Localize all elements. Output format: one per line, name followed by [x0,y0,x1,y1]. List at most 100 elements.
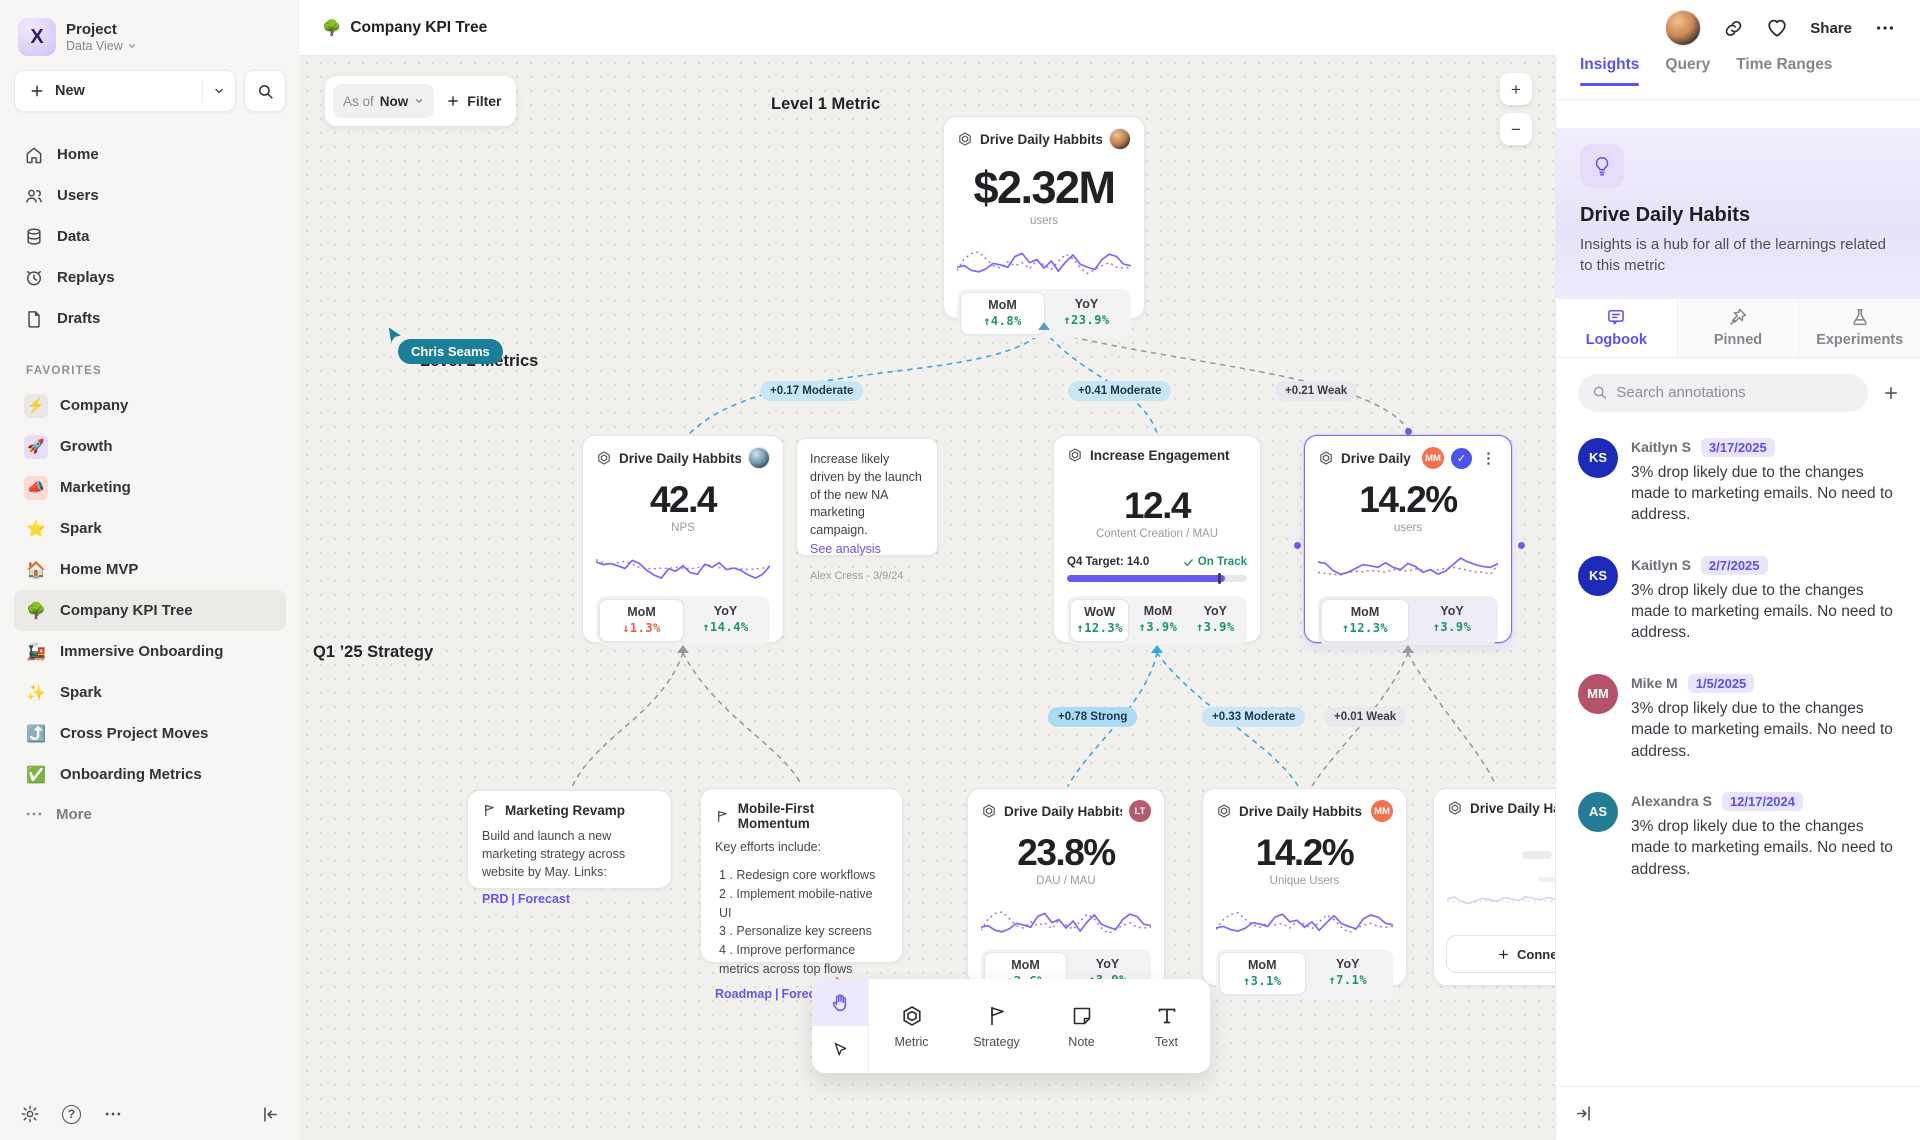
branch-marker[interactable] [1402,645,1414,653]
kpi-tree-canvas[interactable]: As of Now Filter + − Level 1 Metric Leve… [300,56,1555,1140]
strategy-card-mobile-first[interactable]: Mobile-First Momentum Key efforts includ… [700,788,903,1001]
favorite-button[interactable] [1766,17,1788,39]
stat-yoy[interactable]: YoY ↑7.1% [1328,957,1368,987]
company-icon: ⚡ [24,393,48,418]
stat-mom[interactable]: MoM ↓1.3% [599,599,684,642]
sidebar-item-spark[interactable]: ⭐ Spark [14,508,286,549]
metric-card-nps[interactable]: Drive Daily Habbits 42.4 NPS MoM ↓1.3% Yo… [582,435,784,645]
stat-yoy[interactable]: YoY ↑23.9% [1063,297,1110,327]
annotation-item[interactable]: KS Kaitlyn S 2/7/2025 3% drop likely due… [1578,555,1900,644]
roadmap-link[interactable]: Roadmap [715,986,772,1001]
as-of-dropdown[interactable]: As of Now [333,84,435,118]
sidebar-item-marketing[interactable]: 📣 Marketing [14,467,286,508]
sidebar-item-company-kpi-tree[interactable]: 🌳 Company KPI Tree [14,590,286,631]
zoom-out-button[interactable]: − [1500,113,1532,145]
search-annotations-input[interactable] [1616,384,1854,402]
annotation-search[interactable] [1578,373,1868,412]
progress-marker [1218,573,1221,584]
add-annotation-button[interactable] [1882,384,1900,402]
stat-mom[interactable]: MoM ↑4.8% [960,292,1045,335]
sidebar-item-company[interactable]: ⚡ Company [14,385,286,426]
sidebar-item-home[interactable]: Home [14,134,286,175]
subtab-logbook[interactable]: Logbook [1556,298,1677,357]
annotation-item[interactable]: MM Mike M 1/5/2025 3% drop likely due to… [1578,673,1900,762]
sidebar-item-replays[interactable]: Replays [14,257,286,298]
add-filter-button[interactable]: Filter [446,93,502,109]
sparkline-chart [981,894,1151,940]
metric-card-selected[interactable]: Drive Daily Habb.. MM ✓ ⋮ 14.2% users Mo… [1304,435,1512,645]
metric-card-unique-users[interactable]: Drive Daily Habbits MM 14.2% Unique User… [1202,788,1407,998]
sidebar-item-growth[interactable]: 🚀 Growth [14,426,286,467]
level-1-label: Level 1 Metric [771,95,881,113]
sidebar-item-users[interactable]: Users [14,175,286,216]
connect-button[interactable]: Connect [1446,935,1555,973]
project-view-dropdown[interactable]: Data View [66,39,137,53]
text-tool-button[interactable]: Text [1124,979,1209,1073]
note-tool-button[interactable]: Note [1039,979,1124,1073]
metric-card-l1[interactable]: Drive Daily Habbits $2.32M users MoM ↑4.8… [943,116,1145,338]
strategy-card-marketing-revamp[interactable]: Marketing Revamp Build and launch a new … [467,790,672,906]
forecast-link[interactable]: Forecast [517,892,571,907]
metric-card-partial[interactable]: Drive Daily Hab Connect [1433,788,1555,986]
more-options-button[interactable] [103,1104,123,1124]
stat-yoy[interactable]: YoY↑3.9% [1196,604,1235,634]
stat-mom[interactable]: MoM ↑12.3% [1321,599,1409,642]
copy-link-button[interactable] [1723,18,1744,39]
stat-yoy[interactable]: YoY ↑14.4% [702,604,749,634]
branch-marker[interactable] [677,645,689,653]
sidebar-item-cross-project-moves[interactable]: ⤴️ Cross Project Moves [14,713,286,754]
annotation-item[interactable]: KS Kaitlyn S 3/17/2025 3% drop likely du… [1578,437,1900,526]
sidebar-item-spark-2[interactable]: ✨ Spark [14,672,286,713]
gear-icon [21,1105,39,1123]
card-menu-button[interactable]: ⋮ [1481,449,1496,467]
chevron-down-icon[interactable] [213,85,225,97]
branch-marker[interactable] [1151,645,1163,653]
sidebar-item-drafts[interactable]: Drafts [14,298,286,339]
metric-card-engagement[interactable]: Increase Engagement 12.4 Content Creatio… [1053,435,1261,645]
owner-avatar[interactable] [748,447,770,469]
sidebar-item-data[interactable]: Data [14,216,286,257]
metric-unit: NPS [671,522,695,534]
tab-insights[interactable]: Insights [1580,56,1640,86]
insights-metric-title: Drive Daily Habits [1580,204,1751,226]
prd-link[interactable]: PRD [482,892,509,907]
share-button[interactable]: Share [1810,19,1852,37]
ellipsis-icon [1876,26,1894,30]
search-icon [258,84,273,99]
sidebar-item-immersive-onboarding[interactable]: 🚂 Immersive Onboarding [14,631,286,672]
new-button[interactable]: New [14,70,236,112]
user-avatar[interactable] [1665,10,1702,46]
sidebar-item-home-mvp[interactable]: 🏠 Home MVP [14,549,286,590]
search-button[interactable] [244,70,286,112]
tab-time-ranges[interactable]: Time Ranges [1736,56,1833,73]
strategy-tool-button[interactable]: Strategy [954,979,1039,1073]
subtab-experiments[interactable]: Experiments [1798,298,1920,357]
settings-button[interactable] [20,1104,40,1124]
collapse-sidebar-button[interactable] [261,1105,280,1124]
select-tool-button[interactable] [812,1026,868,1073]
tab-query[interactable]: Query [1665,56,1711,73]
stat-mom[interactable]: MoM ↑3.9% [1138,604,1178,634]
help-button[interactable]: ? [62,1104,81,1124]
project-switcher[interactable]: X Project Data View [14,14,286,70]
stat-mom[interactable]: MoM ↑3.1% [1219,952,1306,995]
annotation-item[interactable]: AS Alexandra S 12/17/2024 3% drop likely… [1578,791,1900,880]
stat-yoy[interactable]: YoY↑3.9% [1432,604,1472,634]
metric-value: 42.4 [649,479,718,520]
collapse-panel-button[interactable] [1574,1104,1593,1123]
annotation-date: 3/17/2025 [1700,437,1775,457]
see-analysis-link[interactable]: See analysis [810,541,881,556]
stat-wow[interactable]: WoW ↑12.3% [1070,599,1130,642]
branch-marker[interactable] [1038,322,1050,330]
flag-icon [990,1006,1004,1025]
canvas-note[interactable]: Increase likely driven by the launch of … [796,438,938,582]
overflow-menu-button[interactable] [1874,17,1896,39]
metric-tool-button[interactable]: Metric [869,979,954,1073]
sidebar-item-onboarding-metrics[interactable]: ✅ Onboarding Metrics [14,754,286,795]
metric-card-dau-mau[interactable]: Drive Daily Habbits LT 23.8% DAU / MAU M… [967,788,1165,998]
hand-tool-button[interactable] [812,979,868,1026]
subtab-pinned[interactable]: Pinned [1676,298,1799,357]
zoom-in-button[interactable]: + [1500,73,1532,105]
owner-avatar[interactable] [1109,128,1131,150]
sidebar-item-more[interactable]: More [14,795,286,833]
